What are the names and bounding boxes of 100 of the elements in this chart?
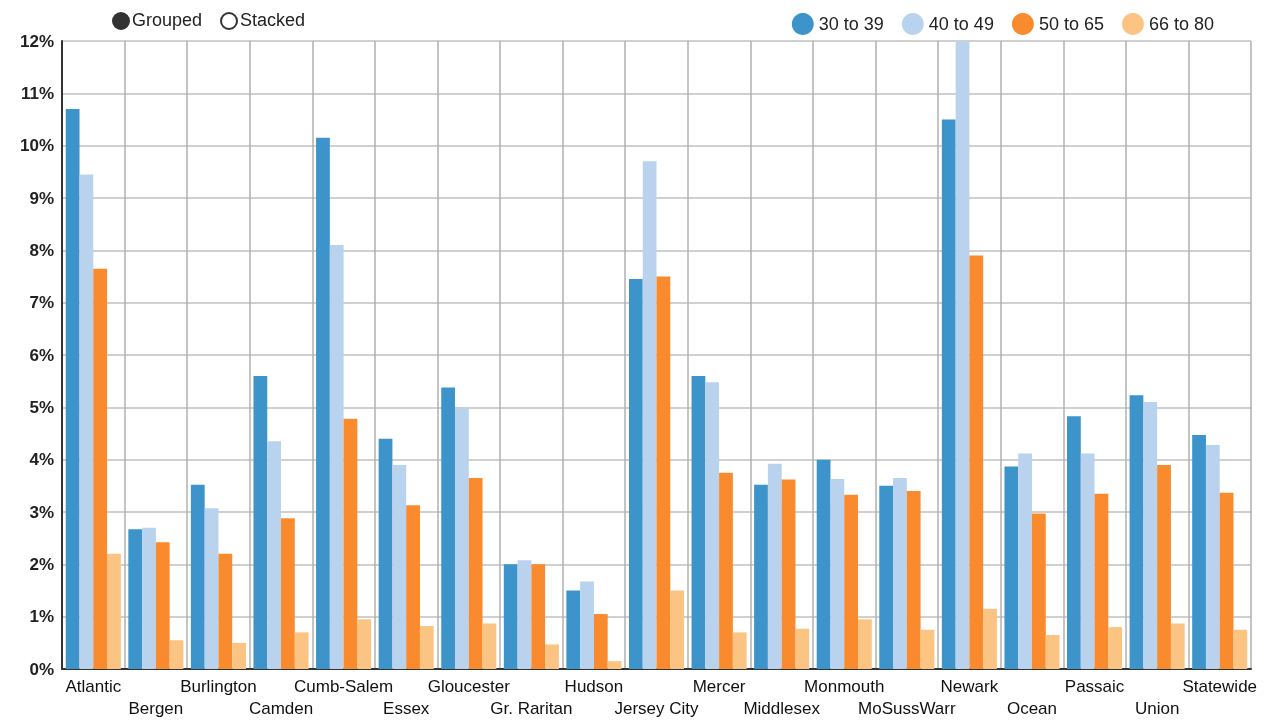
text: Grouped — [132, 10, 203, 31]
bar — [920, 629, 935, 669]
y-tick-label: 8% — [29, 240, 54, 260]
bar — [732, 632, 747, 669]
bar — [545, 644, 559, 669]
bar — [169, 640, 184, 669]
x-tick-label: Hudson — [564, 676, 624, 696]
bar — [531, 564, 546, 669]
bar — [155, 542, 170, 669]
y-tick-label: 3% — [29, 502, 54, 522]
bar — [65, 109, 80, 669]
y-tick-label: 4% — [29, 450, 54, 470]
x-tick-label: Union — [1134, 698, 1180, 718]
x-tick-label: Atlantic — [65, 676, 122, 696]
bar — [1233, 629, 1248, 669]
bar — [218, 553, 233, 669]
y-tick-label: 6% — [29, 345, 54, 365]
bar — [1129, 395, 1144, 669]
bar — [79, 174, 94, 669]
bar — [941, 119, 956, 669]
bar — [329, 245, 344, 669]
bar — [392, 464, 407, 669]
bar — [580, 581, 594, 669]
bar — [858, 619, 872, 669]
x-tick-label: Newark — [940, 676, 999, 696]
x-tick-label: Passaic — [1064, 676, 1125, 696]
y-tick-label: 7% — [29, 293, 54, 313]
bar — [1067, 416, 1081, 669]
bar — [1031, 513, 1046, 669]
bar — [906, 491, 921, 669]
bar — [142, 527, 156, 669]
bar — [267, 441, 282, 669]
bar — [705, 382, 720, 669]
bar — [343, 418, 358, 669]
y-tick-label: 11% — [20, 83, 54, 103]
bar — [204, 508, 219, 669]
bar — [893, 477, 907, 669]
bar — [357, 619, 372, 669]
bar — [719, 472, 733, 669]
x-tick-label: Gloucester — [427, 676, 511, 696]
bar — [1108, 627, 1123, 669]
bar — [593, 614, 608, 669]
x-tick-label: Burlington — [180, 676, 257, 696]
bar — [1192, 435, 1206, 669]
text: Stacked — [240, 10, 306, 31]
x-tick-label: Cumb-Salem — [294, 676, 394, 696]
bar — [1143, 402, 1158, 669]
bar — [566, 590, 581, 669]
y-tick-label: 5% — [29, 397, 54, 417]
bar — [468, 477, 483, 669]
bar — [656, 276, 671, 669]
legend-label: 66 to 80 — [1148, 14, 1215, 34]
bar — [955, 41, 970, 669]
bar — [1205, 445, 1220, 669]
legend-label: 30 to 39 — [818, 14, 884, 34]
x-tick-label: Mercer — [692, 676, 746, 696]
x-tick-label: Monmouth — [804, 676, 885, 696]
bar — [1094, 493, 1109, 669]
bar — [670, 590, 685, 669]
bar — [441, 387, 455, 669]
bar — [844, 494, 858, 669]
y-tick-label: 9% — [29, 188, 54, 208]
bar — [1004, 466, 1019, 669]
x-tick-label: Middlesex — [743, 698, 821, 718]
bar — [795, 628, 810, 669]
bar — [767, 463, 782, 669]
x-tick-label: Jersey City — [614, 698, 700, 718]
bar — [107, 553, 121, 669]
bar — [455, 407, 469, 669]
bar — [1045, 634, 1060, 669]
bar — [969, 255, 984, 669]
bar — [503, 564, 518, 669]
bar — [1219, 492, 1234, 669]
y-tick-label: 2% — [29, 554, 54, 574]
x-tick-label: Ocean — [1006, 698, 1058, 718]
x-tick-label: MoSussWarr — [858, 698, 956, 718]
bar — [128, 529, 143, 669]
x-tick-label: Gr. Raritan — [490, 698, 573, 718]
legend-label: 50 to 65 — [1038, 14, 1104, 34]
bar — [316, 137, 330, 669]
y-tick-label: 0% — [29, 659, 54, 679]
bar — [406, 505, 420, 669]
y-tick-label: 10% — [19, 136, 54, 156]
bar — [1157, 464, 1171, 669]
x-tick-label: Essex — [383, 698, 430, 718]
bar — [253, 375, 268, 669]
y-tick-label: 12% — [19, 31, 54, 51]
bar — [482, 623, 497, 669]
bar — [830, 479, 845, 669]
bar — [879, 485, 894, 669]
bar — [93, 268, 108, 669]
x-tick-label: Statewide — [1182, 676, 1258, 696]
bar — [1080, 453, 1095, 669]
bar — [1170, 623, 1185, 669]
bar — [607, 661, 622, 669]
bar — [816, 459, 831, 669]
bar — [642, 161, 657, 669]
bar — [294, 632, 309, 669]
bar — [281, 518, 295, 669]
bar — [378, 438, 393, 669]
